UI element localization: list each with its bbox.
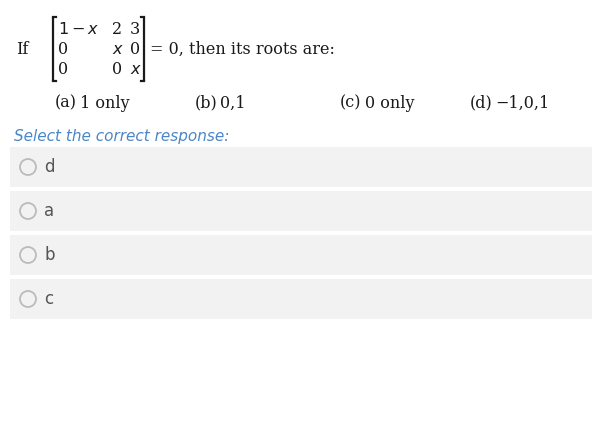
Text: 1 only: 1 only bbox=[80, 94, 129, 111]
FancyBboxPatch shape bbox=[10, 147, 592, 187]
Text: a: a bbox=[44, 202, 54, 220]
FancyBboxPatch shape bbox=[10, 279, 592, 319]
Text: $x$: $x$ bbox=[130, 60, 142, 77]
Text: $x$: $x$ bbox=[112, 40, 124, 57]
Text: 0 only: 0 only bbox=[365, 94, 415, 111]
Text: (b): (b) bbox=[195, 94, 218, 111]
Text: 0: 0 bbox=[112, 60, 122, 77]
Text: = 0, then its roots are:: = 0, then its roots are: bbox=[150, 40, 335, 57]
Text: −1,0,1: −1,0,1 bbox=[495, 94, 549, 111]
Text: d: d bbox=[44, 158, 55, 176]
Text: (a): (a) bbox=[55, 94, 77, 111]
Text: 3: 3 bbox=[130, 20, 140, 37]
Text: (c): (c) bbox=[340, 94, 361, 111]
FancyBboxPatch shape bbox=[10, 191, 592, 231]
Text: 0,1: 0,1 bbox=[220, 94, 246, 111]
FancyBboxPatch shape bbox=[10, 235, 592, 275]
Text: $1-x$: $1-x$ bbox=[58, 20, 99, 37]
Text: 2: 2 bbox=[112, 20, 122, 37]
Text: 0: 0 bbox=[130, 40, 140, 57]
Text: 0: 0 bbox=[58, 60, 68, 77]
Text: b: b bbox=[44, 246, 55, 264]
Text: (d): (d) bbox=[470, 94, 493, 111]
Text: If: If bbox=[16, 40, 28, 57]
Text: 0: 0 bbox=[58, 40, 68, 57]
Text: Select the correct response:: Select the correct response: bbox=[14, 128, 229, 144]
Text: c: c bbox=[44, 290, 53, 308]
